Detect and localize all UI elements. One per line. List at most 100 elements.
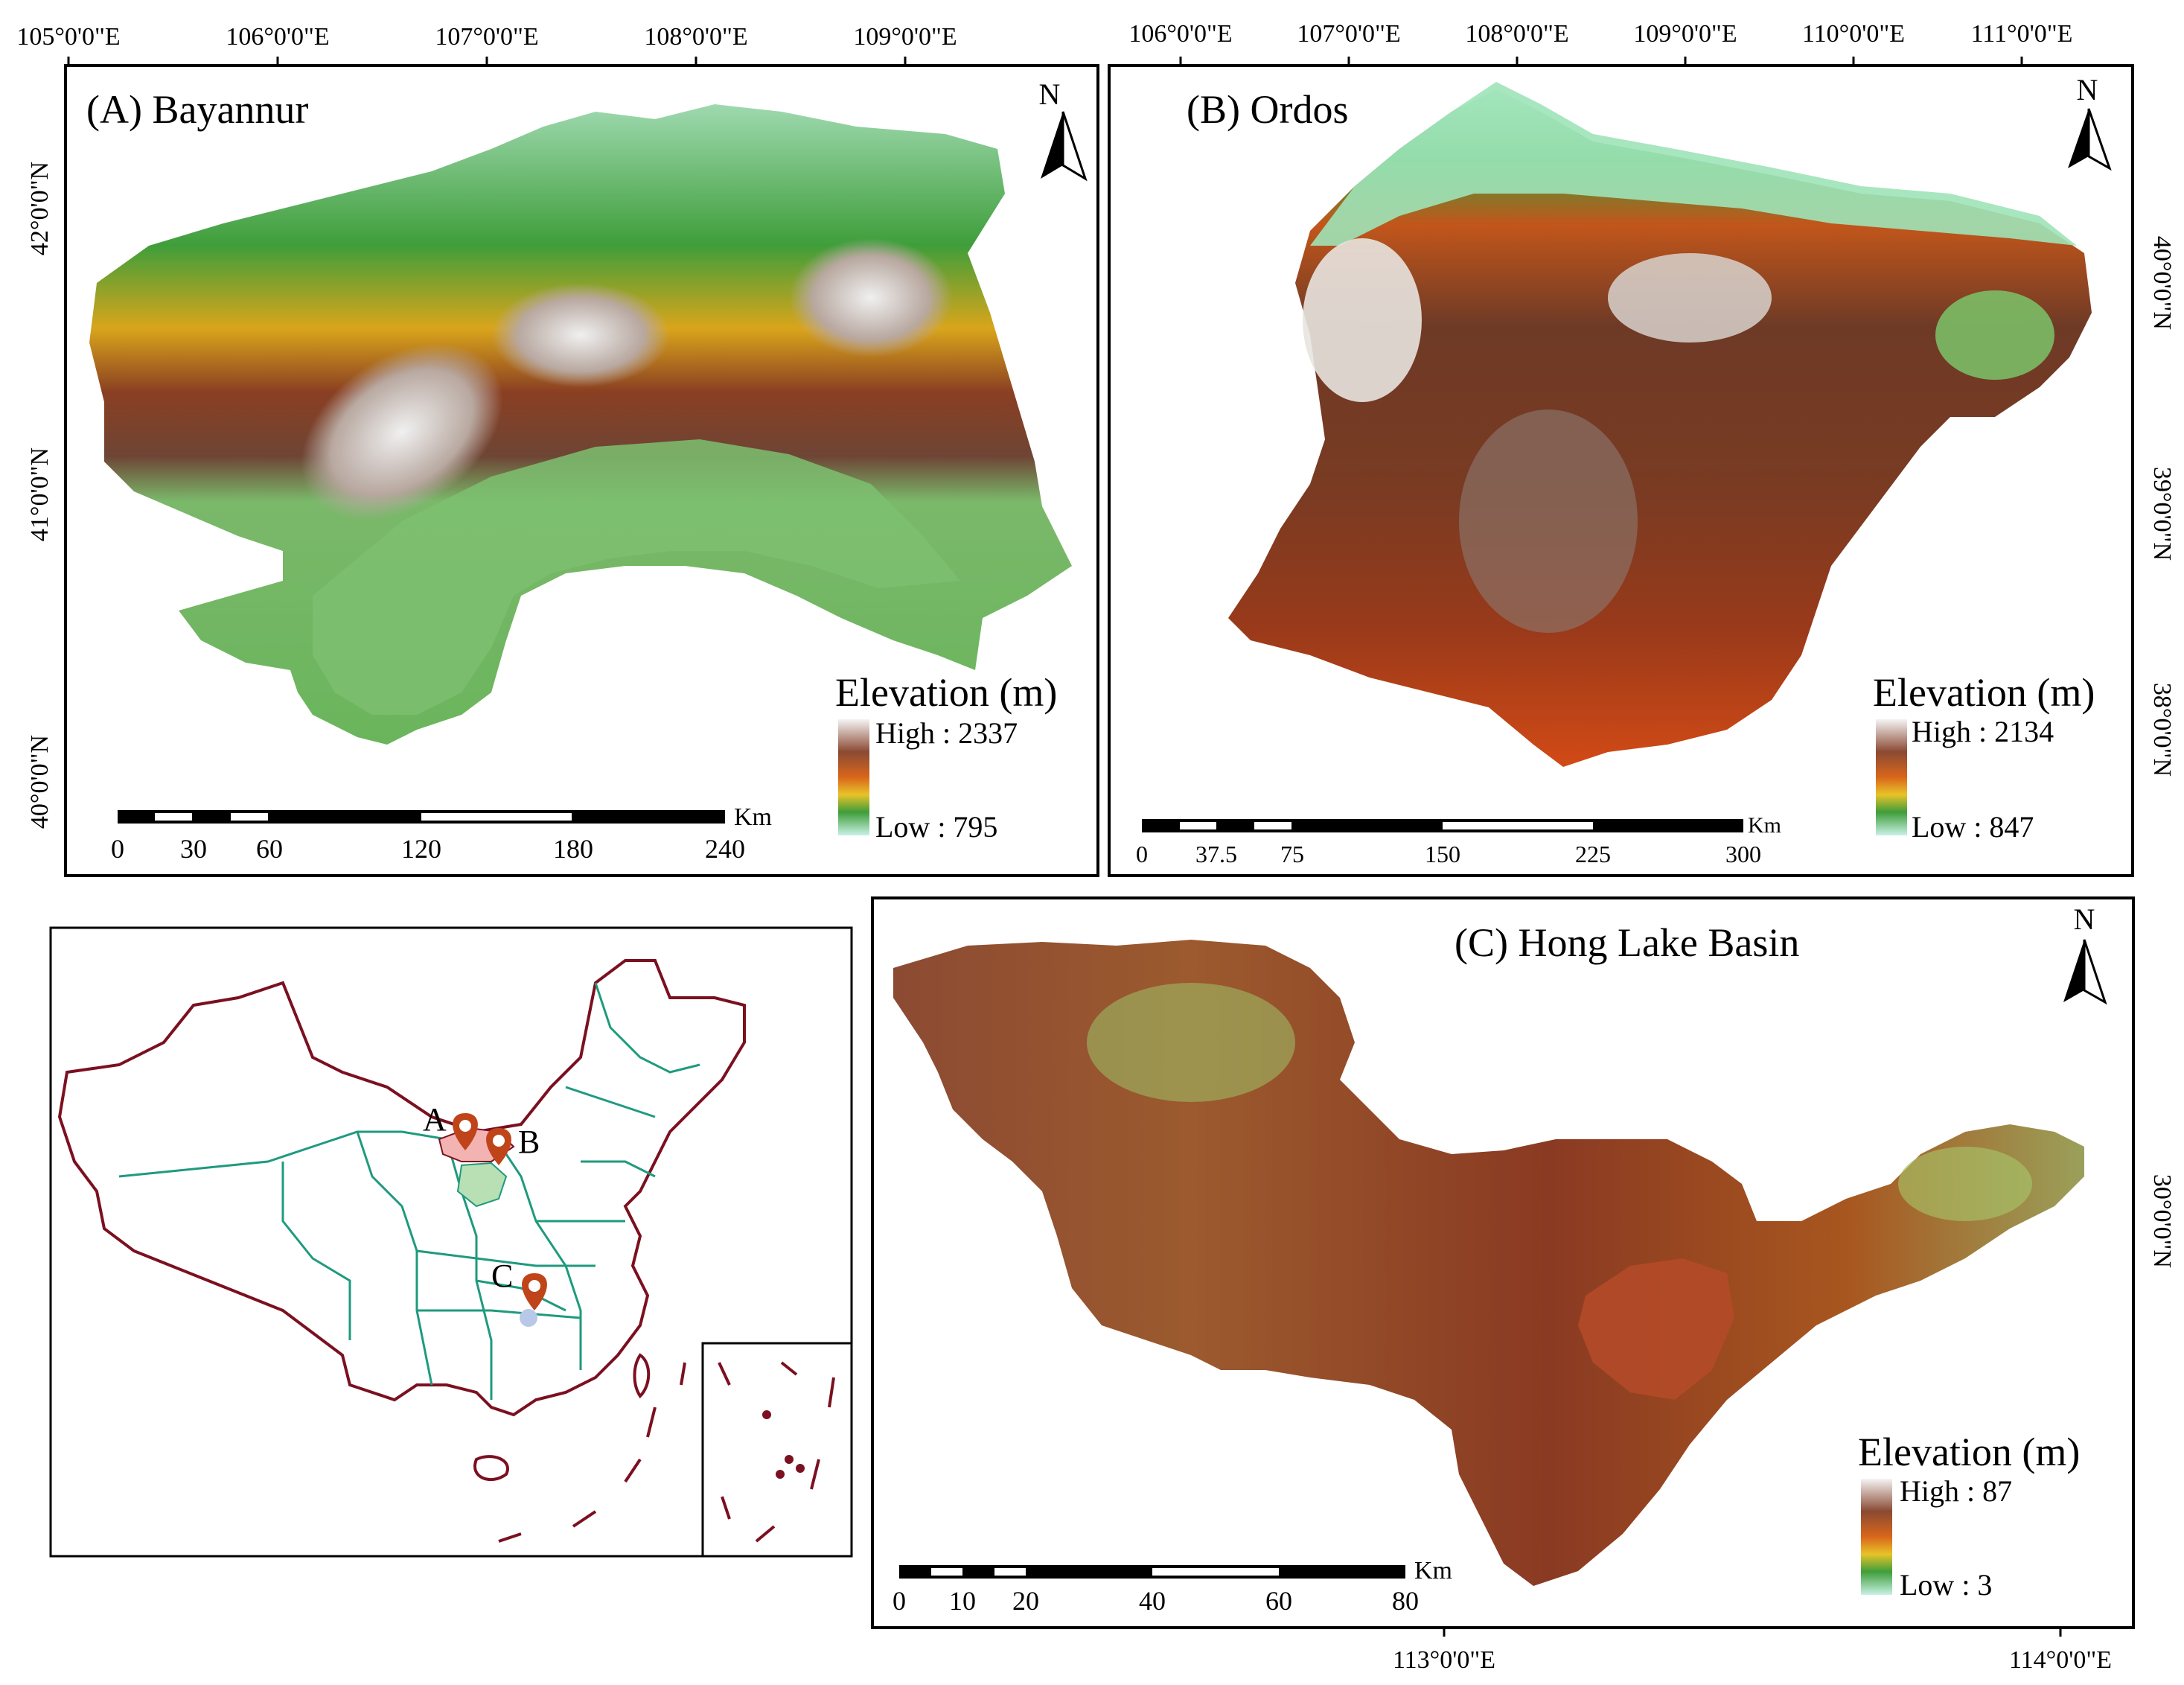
panel-b-legend-title: Elevation (m): [1873, 670, 2095, 715]
panel-b-legend: Elevation (m) High : 2134 Low : 847: [1873, 670, 2095, 844]
svg-text:80: 80: [1392, 1586, 1419, 1616]
panel-b-lon-ticks: [1179, 57, 2023, 66]
panel-b-lat-label: 39°0'0"N: [2148, 467, 2176, 561]
svg-text:37.5: 37.5: [1195, 841, 1237, 867]
svg-text:40: 40: [1139, 1586, 1166, 1616]
panel-b-dem: [1228, 89, 2092, 767]
china-outline: [57, 959, 746, 1417]
panel-c-title: (C) Hong Lake Basin: [1455, 920, 1799, 965]
marker-a-icon: [453, 1113, 478, 1150]
hainan-island: [473, 1455, 509, 1482]
china-locator: A B C: [49, 926, 853, 1558]
panel-a-lon-label: 109°0'0"E: [853, 23, 957, 51]
panel-b-lon-label: 106°0'0"E: [1128, 20, 1232, 48]
panel-a-lat-label: 40°0'0"N: [26, 735, 54, 829]
hong-lake: [1578, 1258, 1734, 1400]
svg-text:150: 150: [1425, 841, 1460, 867]
panel-a-scale-unit: Km: [734, 803, 772, 831]
panel-a-lat-label: 42°0'0"N: [26, 162, 54, 255]
panel-c-lon-ticks: [1443, 1628, 2062, 1637]
panel-a: (A) Bayannur N Elevation (m) High : 2337…: [16, 23, 1099, 877]
svg-text:0: 0: [893, 1586, 906, 1616]
panel-c-scale-unit: Km: [1414, 1557, 1452, 1584]
panel-b-scale-unit: Km: [1748, 813, 1781, 838]
marker-b-icon: [486, 1128, 511, 1165]
panel-b-legend-high: High : 2134: [1912, 715, 2054, 748]
taiwan-island: [633, 1353, 651, 1399]
region-c-highlight: [520, 1309, 537, 1327]
marker-c-label: C: [491, 1258, 513, 1294]
panel-b-plateau-central: [1608, 253, 1772, 343]
panel-b-lon-label: 107°0'0"E: [1297, 20, 1400, 48]
panel-a-north-arrow: N: [1039, 77, 1088, 182]
panel-a-legend-title: Elevation (m): [835, 670, 1057, 715]
panel-a-lon-label: 107°0'0"E: [435, 23, 538, 51]
panel-a-lat-label: 41°0'0"N: [26, 447, 54, 541]
panel-b-lon-label: 109°0'0"E: [1633, 20, 1737, 48]
svg-text:20: 20: [1012, 1586, 1039, 1616]
panel-a-lon-ticks: [67, 57, 907, 66]
panel-c-lat-label: 30°0'0"N: [2148, 1174, 2176, 1268]
panel-c-north-arrow: N: [2063, 902, 2107, 1005]
svg-text:N: N: [2074, 902, 2095, 936]
svg-text:300: 300: [1725, 841, 1761, 867]
svg-text:240: 240: [705, 834, 745, 864]
panel-c-legend-high: High : 87: [1900, 1474, 2012, 1508]
panel-a-lon-label: 106°0'0"E: [226, 23, 329, 51]
panel-b-title: (B) Ordos: [1187, 87, 1348, 132]
panel-b-valley-east: [1935, 290, 2054, 380]
panel-a-lon-label: 105°0'0"E: [16, 23, 120, 51]
panel-c-legend: Elevation (m) High : 87 Low : 3: [1858, 1430, 2080, 1602]
panel-a-title: (A) Bayannur: [86, 87, 308, 132]
svg-text:0: 0: [1136, 841, 1148, 867]
panel-c-lon-label: 114°0'0"E: [2009, 1646, 2112, 1674]
panel-c-legend-ramp: [1861, 1479, 1892, 1595]
marker-c-icon: [522, 1273, 547, 1310]
panel-a-legend: Elevation (m) High : 2337 Low : 795: [835, 670, 1057, 844]
panel-b-lon-label: 111°0'0"E: [1971, 20, 2073, 48]
panel-b-north-arrow: N: [2068, 73, 2112, 171]
panel-c-legend-title: Elevation (m): [1858, 1430, 2080, 1474]
panel-c: (C) Hong Lake Basin N Elevation (m) High…: [871, 896, 2176, 1674]
panel-c-green-north: [1087, 983, 1295, 1102]
marker-a-label: A: [423, 1101, 447, 1138]
svg-text:30: 30: [180, 834, 207, 864]
panel-a-mountain-east: [789, 238, 953, 357]
panel-a-mountain-west: [301, 343, 503, 520]
panel-b-northern-band: [1310, 82, 2077, 246]
panel-a-plain: [313, 439, 960, 715]
svg-text:N: N: [2077, 73, 2098, 106]
panel-a-legend-high: High : 2337: [875, 716, 1018, 750]
svg-text:75: 75: [1280, 841, 1304, 867]
panel-a-legend-ramp: [838, 719, 869, 835]
panel-b-scale-bar: Km 0 37.5 75 150 225 300: [1136, 813, 1781, 867]
svg-text:10: 10: [949, 1586, 976, 1616]
region-b-highlight: [456, 1162, 508, 1208]
panel-b-lon-label: 110°0'0"E: [1802, 20, 1905, 48]
panel-b-legend-ramp: [1876, 719, 1907, 835]
panel-b-lat-label: 38°0'0"N: [2148, 683, 2176, 777]
panel-a-scale-bar: Km 0 30 60 120 180 240: [111, 803, 772, 864]
svg-text:225: 225: [1575, 841, 1611, 867]
svg-text:180: 180: [553, 834, 593, 864]
marker-b-label: B: [518, 1124, 540, 1160]
panel-a-lon-label: 108°0'0"E: [644, 23, 747, 51]
panel-a-mountain-central: [491, 283, 670, 387]
panel-c-green-east: [1898, 1147, 2032, 1221]
panel-b-plateau-south: [1459, 410, 1638, 633]
panel-c-lon-label: 113°0'0"E: [1393, 1646, 1495, 1674]
panel-a-legend-low: Low : 795: [875, 810, 997, 844]
svg-text:60: 60: [1265, 1586, 1292, 1616]
svg-text:0: 0: [111, 834, 124, 864]
panel-b-lat-label: 40°0'0"N: [2148, 236, 2176, 330]
panel-b-legend-low: Low : 847: [1912, 810, 2034, 844]
svg-text:N: N: [1039, 77, 1061, 111]
panel-c-legend-low: Low : 3: [1900, 1568, 1992, 1602]
panel-b-plateau-west: [1303, 238, 1422, 402]
panel-b: (B) Ordos N Elevation (m) High : 2134 Lo…: [1108, 20, 2176, 877]
panel-b-lon-label: 108°0'0"E: [1465, 20, 1568, 48]
inset-dashes: [718, 1361, 835, 1543]
sea-dashes: [498, 1362, 686, 1543]
svg-text:60: 60: [256, 834, 283, 864]
